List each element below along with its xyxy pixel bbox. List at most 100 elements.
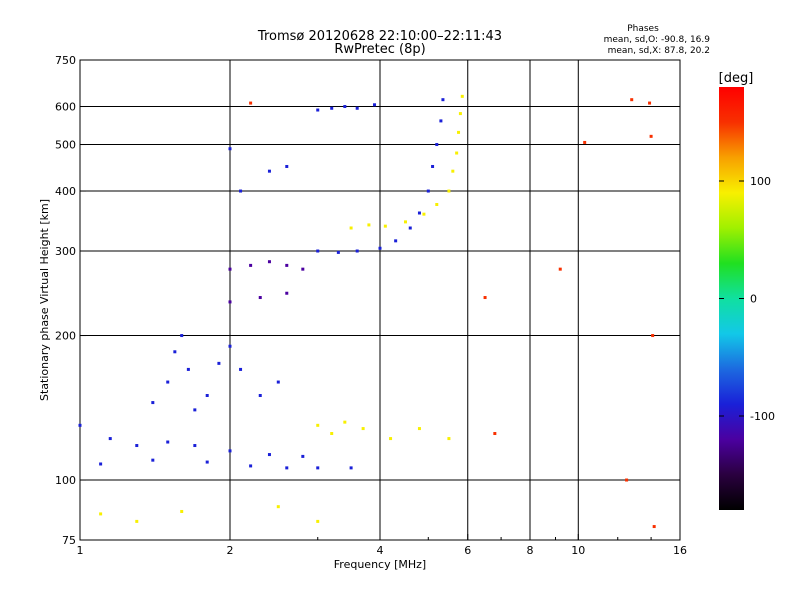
- y-tick-label: 500: [55, 139, 76, 152]
- x-tick-label: 6: [464, 544, 471, 557]
- x-axis-label: Frequency [MHz]: [334, 558, 426, 571]
- data-point: [217, 361, 221, 365]
- data-point: [483, 296, 487, 300]
- data-point: [316, 466, 320, 470]
- data-point: [239, 367, 243, 371]
- data-point: [316, 423, 320, 427]
- data-point: [403, 220, 407, 224]
- data-point: [330, 106, 334, 110]
- data-point: [228, 147, 232, 151]
- data-point: [151, 401, 155, 405]
- data-point: [343, 420, 347, 424]
- data-point: [180, 509, 184, 513]
- data-point: [285, 263, 289, 267]
- data-point: [361, 427, 365, 431]
- data-point: [394, 239, 398, 243]
- colorbar-tick-label: 0: [750, 293, 757, 306]
- data-point: [435, 143, 439, 147]
- data-point: [648, 101, 652, 105]
- data-point: [166, 380, 170, 384]
- data-point: [180, 334, 184, 338]
- data-point: [451, 169, 455, 173]
- data-point: [447, 437, 451, 441]
- data-point: [267, 169, 271, 173]
- data-point: [493, 432, 497, 436]
- data-point: [447, 189, 451, 193]
- data-point: [267, 453, 271, 457]
- data-point: [301, 454, 305, 458]
- data-point: [373, 103, 377, 107]
- data-point: [316, 519, 320, 523]
- data-point: [258, 394, 262, 398]
- grid-lines: [80, 60, 680, 540]
- y-tick-label: 75: [62, 534, 76, 547]
- data-point: [460, 94, 464, 98]
- data-point: [285, 291, 289, 295]
- data-point: [316, 249, 320, 253]
- data-point: [625, 478, 629, 482]
- data-point: [583, 140, 587, 144]
- phase-info-heading: Phases: [627, 24, 659, 34]
- data-point: [78, 423, 82, 427]
- data-point: [558, 267, 562, 271]
- data-point: [228, 267, 232, 271]
- data-point: [417, 211, 421, 215]
- data-point: [173, 350, 177, 354]
- data-point: [441, 98, 445, 102]
- data-point: [378, 246, 382, 250]
- y-tick-label: 100: [55, 474, 76, 487]
- data-point: [458, 112, 462, 116]
- data-point: [349, 466, 353, 470]
- data-point: [228, 344, 232, 348]
- data-point: [135, 519, 139, 523]
- data-point: [108, 437, 112, 441]
- data-point: [383, 224, 387, 228]
- data-point: [267, 260, 271, 264]
- colorbar-tick-label: 100: [750, 175, 771, 188]
- data-point: [349, 226, 353, 230]
- data-point: [276, 505, 280, 509]
- data-point: [99, 512, 103, 516]
- data-point: [457, 130, 461, 134]
- data-point: [258, 296, 262, 300]
- chart-title: Tromsø 20120628 22:10:00–22:11:43: [257, 29, 502, 44]
- data-point: [422, 212, 426, 216]
- data-point: [228, 300, 232, 304]
- phase-info-x: mean, sd,X: 87.8, 20.2: [608, 46, 710, 56]
- data-point: [276, 380, 280, 384]
- data-point: [435, 202, 439, 206]
- data-point: [630, 98, 634, 102]
- data-point: [455, 151, 459, 155]
- data-point: [316, 108, 320, 112]
- colorbar-tick-label: -100: [750, 410, 775, 423]
- data-point: [652, 525, 656, 529]
- scatter-points: [78, 94, 656, 529]
- colorbar: [deg] 100 0 -100: [719, 71, 775, 510]
- data-point: [228, 449, 232, 453]
- data-point: [389, 437, 393, 441]
- x-tick-label: 10: [571, 544, 585, 557]
- data-point: [649, 134, 653, 138]
- y-tick-label: 300: [55, 245, 76, 258]
- data-point: [193, 408, 197, 412]
- y-tick-label: 600: [55, 101, 76, 114]
- data-point: [239, 189, 243, 193]
- data-point: [249, 263, 253, 267]
- colorbar-ticks: 100 0 -100: [719, 175, 775, 423]
- data-point: [135, 444, 139, 448]
- data-point: [355, 106, 359, 110]
- data-point: [99, 462, 103, 466]
- colorbar-label: [deg]: [719, 71, 754, 86]
- data-point: [367, 223, 371, 227]
- data-point: [431, 164, 435, 168]
- data-point: [336, 250, 340, 254]
- x-tick-label: 4: [377, 544, 384, 557]
- data-point: [651, 334, 655, 338]
- data-point: [343, 105, 347, 109]
- data-point: [417, 427, 421, 431]
- data-point: [330, 432, 334, 436]
- y-axis-ticks: 75 100 200 300 400 500 600 750: [55, 54, 86, 547]
- data-point: [186, 367, 190, 371]
- x-tick-label: 8: [527, 544, 534, 557]
